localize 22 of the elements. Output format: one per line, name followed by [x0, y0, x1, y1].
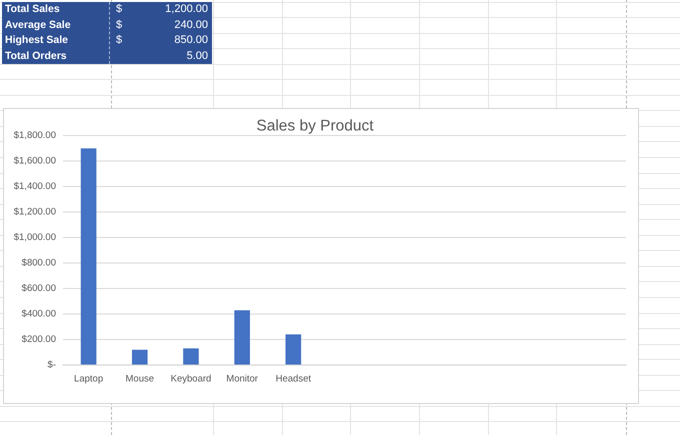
bar [183, 348, 199, 364]
y-tick-label: $- [48, 360, 56, 371]
summary-table: Total Sales $ 1,200.00 Average Sale $ 240.00 Highest Sale $ 850.00 Total Orders 5.00 [2, 2, 212, 64]
chart-title: Sales by Product [256, 118, 374, 135]
bar [234, 310, 250, 364]
bar [132, 350, 148, 364]
y-tick-label: $1,800.00 [14, 130, 56, 142]
x-tick-label: Headset [276, 373, 312, 384]
x-tick-label: Monitor [226, 373, 258, 384]
y-tick-label: $600.00 [22, 283, 56, 294]
y-tick-label: $800.00 [22, 258, 56, 269]
y-tick-label: $400.00 [22, 308, 56, 320]
x-tick-label: Mouse [126, 373, 154, 384]
y-tick-label: $1,400.00 [14, 181, 56, 192]
x-tick-label: Keyboard [170, 373, 212, 384]
y-tick-label: $1,600.00 [14, 156, 56, 167]
bar [286, 334, 302, 364]
y-tick-label: $1,000.00 [14, 232, 56, 244]
bar [80, 148, 96, 364]
y-tick-label: $200.00 [22, 334, 56, 346]
y-tick-label: $1,200.00 [14, 206, 56, 218]
x-tick-label: Laptop [74, 373, 104, 384]
